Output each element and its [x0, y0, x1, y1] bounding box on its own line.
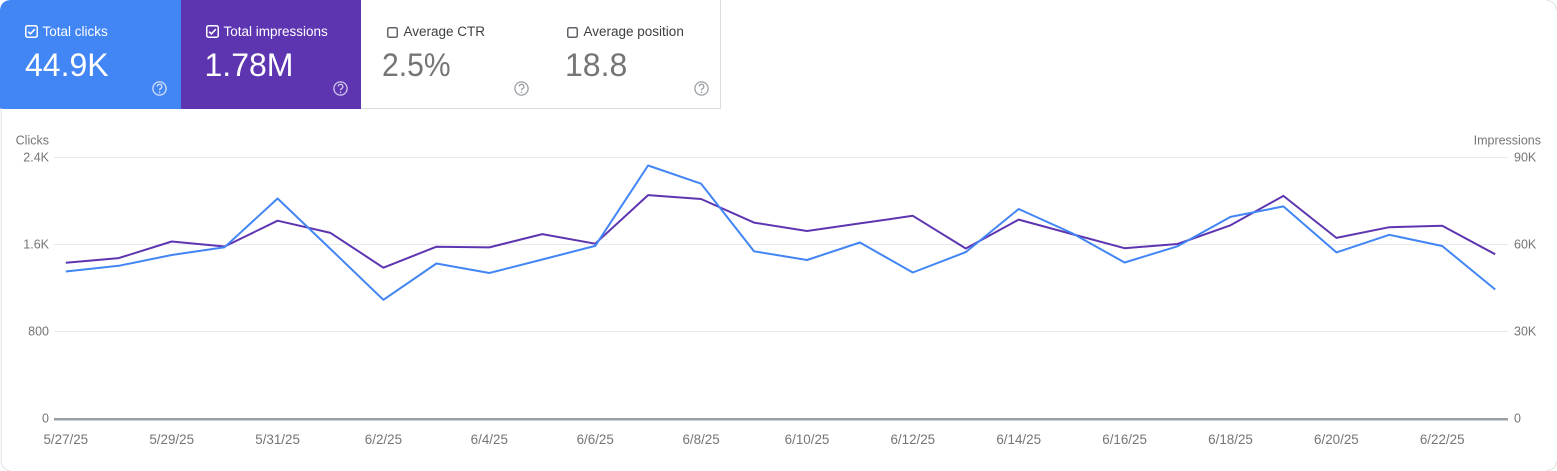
svg-text:5/31/25: 5/31/25 [255, 432, 300, 447]
svg-text:6/14/25: 6/14/25 [996, 432, 1041, 447]
svg-text:6/18/25: 6/18/25 [1208, 432, 1253, 447]
svg-text:60K: 60K [1514, 238, 1537, 252]
svg-text:6/10/25: 6/10/25 [785, 432, 830, 447]
svg-text:Impressions: Impressions [1474, 134, 1541, 148]
svg-text:30K: 30K [1514, 325, 1537, 339]
svg-text:5/27/25: 5/27/25 [43, 432, 88, 447]
svg-text:6/8/25: 6/8/25 [682, 432, 719, 447]
svg-text:0: 0 [42, 412, 49, 426]
svg-text:1.6K: 1.6K [23, 238, 49, 252]
svg-text:0: 0 [1514, 412, 1521, 426]
svg-text:800: 800 [28, 325, 49, 339]
svg-text:6/16/25: 6/16/25 [1102, 432, 1147, 447]
svg-text:6/12/25: 6/12/25 [890, 432, 935, 447]
svg-text:Clicks: Clicks [16, 134, 49, 148]
svg-text:6/22/25: 6/22/25 [1420, 432, 1465, 447]
svg-text:6/6/25: 6/6/25 [577, 432, 614, 447]
svg-text:2.4K: 2.4K [23, 151, 49, 165]
svg-text:90K: 90K [1514, 151, 1537, 165]
svg-text:5/29/25: 5/29/25 [149, 432, 194, 447]
svg-text:6/20/25: 6/20/25 [1314, 432, 1359, 447]
svg-text:6/2/25: 6/2/25 [365, 432, 402, 447]
svg-text:6/4/25: 6/4/25 [471, 432, 508, 447]
